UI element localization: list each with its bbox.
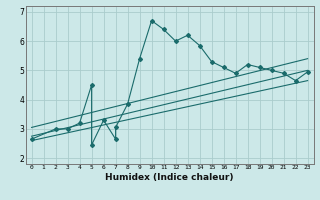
X-axis label: Humidex (Indice chaleur): Humidex (Indice chaleur) — [105, 173, 234, 182]
